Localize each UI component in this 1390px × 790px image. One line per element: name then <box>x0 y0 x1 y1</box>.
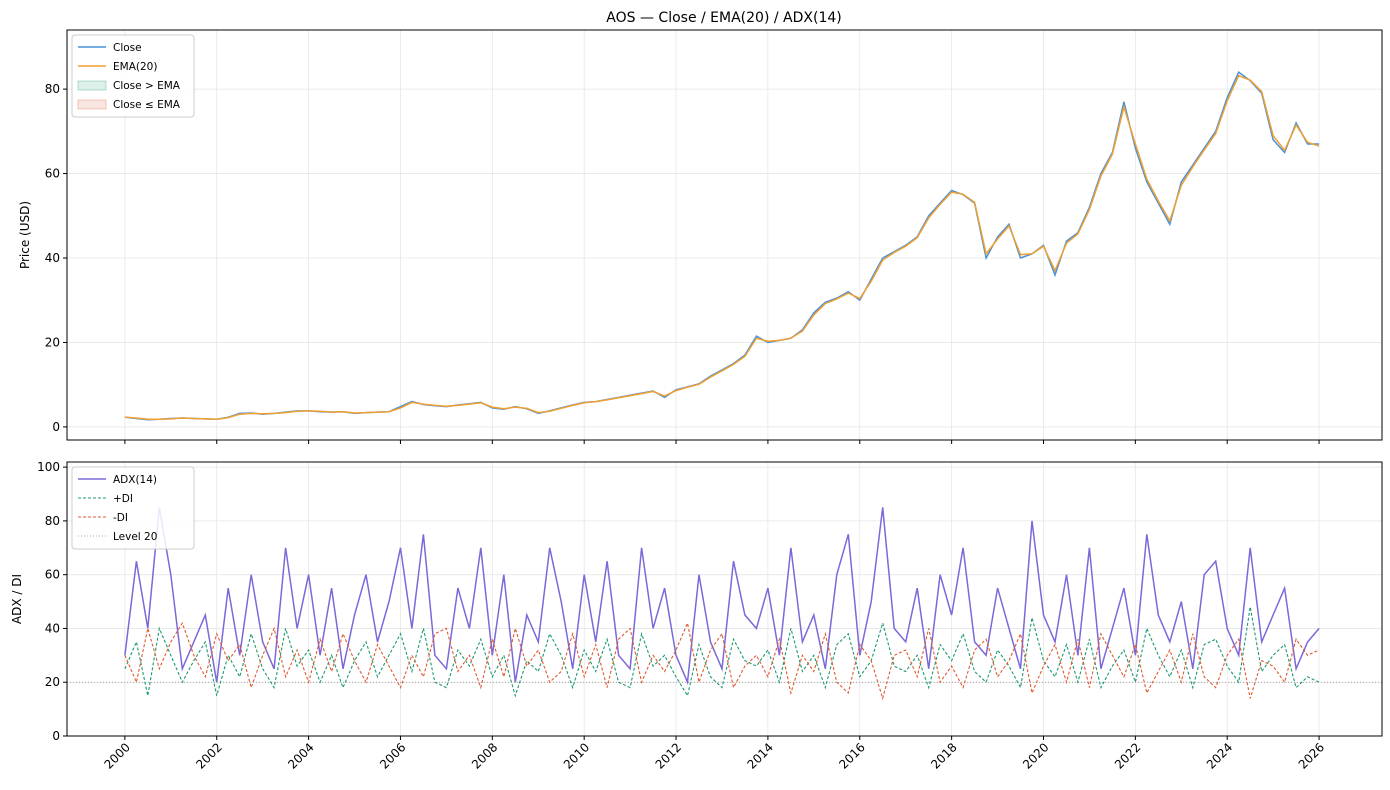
legend-swatch <box>77 80 107 91</box>
y-axis-label: Price (USD) <box>18 201 32 269</box>
series-line <box>124 507 1320 686</box>
legend-label: Close ≤ EMA <box>113 99 181 111</box>
y-tick-label: 40 <box>45 251 60 265</box>
legend-box <box>71 34 195 118</box>
legend-label: Level 20 <box>113 531 157 543</box>
legend-label: EMA(20) <box>113 61 157 73</box>
legend-label: Close <box>113 42 142 54</box>
y-tick-label: 20 <box>45 675 60 689</box>
legend-box <box>71 466 195 550</box>
chart-title: AOS — Close / EMA(20) / ADX(14) <box>606 10 841 26</box>
legend-label: +DI <box>113 493 133 505</box>
y-axis-label: ADX / DI <box>10 574 24 624</box>
y-tick-label: 40 <box>45 621 60 635</box>
y-tick-label: 0 <box>52 729 60 743</box>
y-tick-label: 60 <box>45 167 60 181</box>
legend-label: -DI <box>113 512 128 524</box>
legend-label: ADX(14) <box>113 474 157 486</box>
legend-label: Close > EMA <box>113 80 181 92</box>
y-tick-label: 60 <box>45 568 60 582</box>
series-line <box>124 74 1320 421</box>
y-tick-label: 0 <box>52 420 60 434</box>
plot-frame <box>66 461 1383 737</box>
y-tick-label: 80 <box>45 82 60 96</box>
y-tick-label: 80 <box>45 514 60 528</box>
y-tick-label: 100 <box>37 460 60 474</box>
series-line <box>124 621 1320 701</box>
y-tick-label: 20 <box>45 335 60 349</box>
plot-frame <box>66 29 1383 441</box>
series-line <box>124 606 1320 698</box>
legend-swatch <box>77 99 107 110</box>
